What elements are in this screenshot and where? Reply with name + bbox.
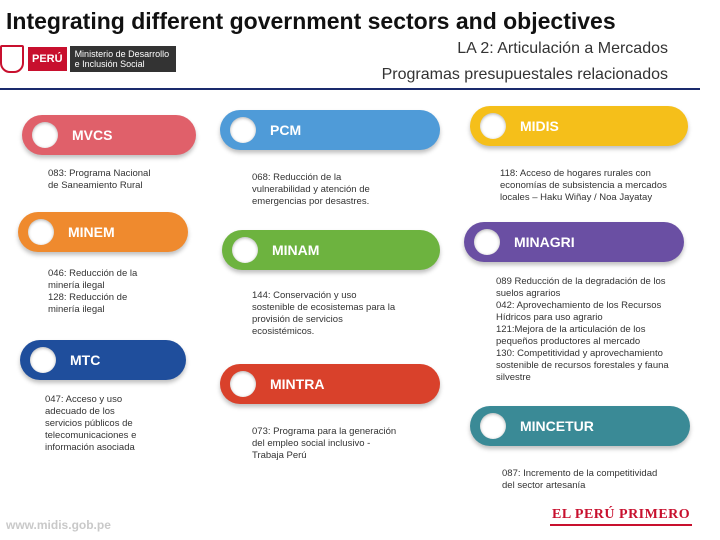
program-line: 128: Reducción de bbox=[48, 292, 128, 303]
logo-ministry-name: Ministerio de Desarrollo e Inclusión Soc… bbox=[69, 46, 176, 72]
program-line: del sector artesanía bbox=[502, 480, 586, 491]
program-line: 118: Acceso de hogares rurales con bbox=[500, 168, 651, 179]
program-line: adecuado de los bbox=[45, 406, 115, 417]
sector-desc-mintra: 073: Programa para la generación del empl… bbox=[252, 426, 396, 462]
logo-country: PERÚ bbox=[28, 47, 67, 71]
diagram-subtitle: Programas presupuestales relacionados bbox=[381, 66, 668, 83]
program-line: 144: Conservación y uso bbox=[252, 290, 357, 301]
program-line: 121:Mejora de la articulación de los bbox=[496, 324, 646, 335]
sector-pill-minam: MINAM bbox=[222, 230, 440, 270]
program-line: silvestre bbox=[496, 372, 531, 383]
logo-line-2: e Inclusión Social bbox=[74, 59, 145, 69]
bullet-circle-icon bbox=[32, 122, 58, 148]
coat-of-arms-icon bbox=[0, 45, 24, 73]
program-line: sostenible de ecosistemas para la bbox=[252, 302, 396, 313]
sector-pill-mintra: MINTRA bbox=[220, 364, 440, 404]
sector-desc-mvcs: 083: Programa Nacional de Saneamiento Rur… bbox=[48, 168, 150, 192]
program-line: economías de subsistencia a mercados bbox=[500, 180, 667, 191]
sector-pill-mtc: MTC bbox=[20, 340, 186, 380]
footer-url: www.midis.gob.pe bbox=[6, 518, 111, 532]
sector-name: MINCETUR bbox=[520, 418, 594, 434]
program-line: provisión de servicios bbox=[252, 314, 343, 325]
ministry-logo: PERÚ Ministerio de Desarrollo e Inclusió… bbox=[0, 40, 176, 78]
program-line: 047: Acceso y uso bbox=[45, 394, 123, 405]
slide-title: Integrating different government sectors… bbox=[6, 8, 616, 34]
sector-name: MIDIS bbox=[520, 118, 559, 134]
sector-desc-mtc: 047: Acceso y uso adecuado de los servicio… bbox=[45, 394, 136, 454]
program-line: 083: Programa Nacional bbox=[48, 168, 151, 179]
program-line: vulnerabilidad y atención de bbox=[252, 184, 370, 195]
sector-name: MINEM bbox=[68, 224, 115, 240]
program-line: 068: Reducción de la bbox=[252, 172, 342, 183]
sector-desc-minam: 144: Conservación y uso sostenible de eco… bbox=[252, 290, 395, 338]
sector-name: MINAM bbox=[272, 242, 320, 258]
sector-name: MINAGRI bbox=[514, 234, 575, 250]
bullet-circle-icon bbox=[30, 347, 56, 373]
sector-desc-minagri: 089 Reducción de la degradación de los su… bbox=[496, 276, 669, 384]
sector-pill-mvcs: MVCS bbox=[22, 115, 196, 155]
sector-desc-minem: 046: Reducción de la minería ilegal 128: R… bbox=[48, 268, 137, 316]
bullet-circle-icon bbox=[230, 117, 256, 143]
bullet-circle-icon bbox=[480, 113, 506, 139]
sector-pill-pcm: PCM bbox=[220, 110, 440, 150]
bullet-circle-icon bbox=[474, 229, 500, 255]
program-line: 046: Reducción de la bbox=[48, 268, 138, 279]
program-line: del empleo social inclusivo - bbox=[252, 438, 371, 449]
program-line: 130: Competitividad y aprovechamiento bbox=[496, 348, 663, 359]
bullet-circle-icon bbox=[480, 413, 506, 439]
sector-pill-mincetur: MINCETUR bbox=[470, 406, 690, 446]
sector-name: MVCS bbox=[72, 127, 113, 143]
program-line: sostenible de recursos forestales y faun… bbox=[496, 360, 669, 371]
sector-desc-pcm: 068: Reducción de la vulnerabilidad y ate… bbox=[252, 172, 370, 208]
program-line: locales – Haku Wiñay / Noa Jayatay bbox=[500, 192, 653, 203]
sector-pill-midis: MIDIS bbox=[470, 106, 688, 146]
program-line: minería ilegal bbox=[48, 304, 105, 315]
logo-line-1: Ministerio de Desarrollo bbox=[74, 49, 170, 59]
program-line: 042: Aprovechamiento de los Recursos bbox=[496, 300, 662, 311]
program-line: suelos agrarios bbox=[496, 288, 561, 299]
program-line: minería ilegal bbox=[48, 280, 105, 291]
program-line: servicios públicos de bbox=[45, 418, 133, 429]
program-line: telecomunicaciones e bbox=[45, 430, 137, 441]
program-line: pequeños productores al mercado bbox=[496, 336, 641, 347]
sector-name: PCM bbox=[270, 122, 302, 138]
program-line: 087: Incremento de la competitividad bbox=[502, 468, 658, 479]
bullet-circle-icon bbox=[230, 371, 256, 397]
program-line: ecosistémicos. bbox=[252, 326, 315, 337]
sector-name: MTC bbox=[70, 352, 101, 368]
program-line: 089 Reducción de la degradación de los bbox=[496, 276, 666, 287]
diagram-title: LA 2: Articulación a Mercados bbox=[457, 40, 668, 57]
sector-desc-mincetur: 087: Incremento de la competitividad del … bbox=[502, 468, 657, 492]
sector-name: MINTRA bbox=[270, 376, 325, 392]
sector-pill-minem: MINEM bbox=[18, 212, 188, 252]
sector-desc-midis: 118: Acceso de hogares rurales con econom… bbox=[500, 168, 667, 204]
sector-pill-minagri: MINAGRI bbox=[464, 222, 684, 262]
bullet-circle-icon bbox=[232, 237, 258, 263]
program-line: 073: Programa para la generación bbox=[252, 426, 397, 437]
footer-brand-logo: EL PERÚ PRIMERO bbox=[550, 506, 693, 526]
program-line: emergencias por desastres. bbox=[252, 196, 370, 207]
program-line: Trabaja Perú bbox=[252, 450, 307, 461]
bullet-circle-icon bbox=[28, 219, 54, 245]
program-line: Hídricos para uso agrario bbox=[496, 312, 603, 323]
program-line: de Saneamiento Rural bbox=[48, 180, 143, 191]
program-line: información asociada bbox=[45, 442, 135, 453]
header-divider bbox=[0, 88, 700, 90]
